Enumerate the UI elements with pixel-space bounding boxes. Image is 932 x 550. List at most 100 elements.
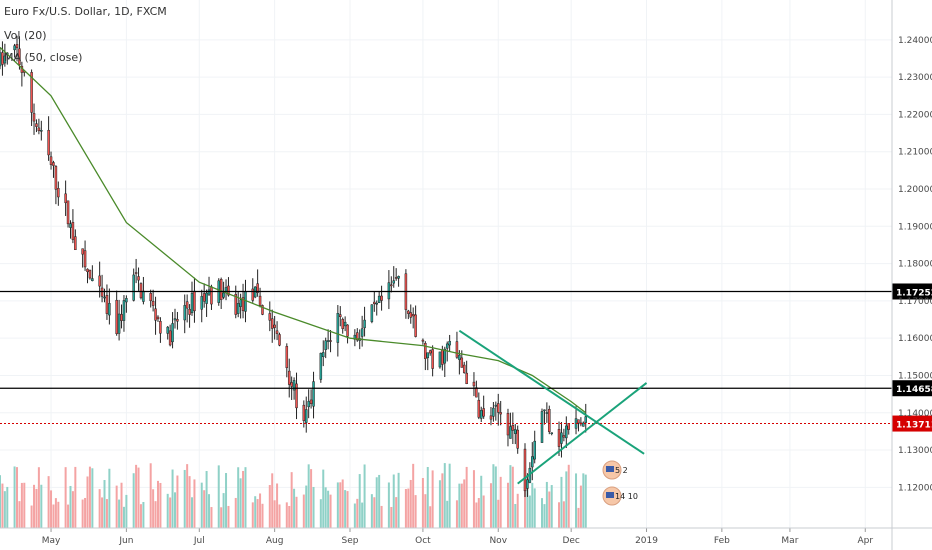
volume-bar (353, 503, 356, 528)
candle-body (329, 340, 332, 342)
volume-bar (183, 469, 186, 528)
candle-body (142, 290, 145, 302)
x-tick-label: Feb (714, 536, 730, 546)
volume-bar (193, 479, 196, 528)
volume-bar (429, 506, 432, 528)
volume-bar (154, 501, 157, 528)
candle-body (319, 352, 323, 380)
volume-bar (105, 499, 108, 528)
volume-bar (482, 495, 485, 528)
candle-body (533, 440, 536, 460)
volume-bar (526, 479, 529, 528)
candle-body (241, 297, 245, 312)
volume-bar (293, 488, 296, 528)
trend-lines[interactable] (458, 329, 648, 485)
candle-body (531, 456, 534, 468)
candle-body (506, 412, 510, 436)
volume-bar (13, 466, 16, 528)
volume-bar (327, 490, 330, 528)
volume-bar (579, 485, 582, 528)
candle-body (205, 292, 208, 304)
volume-bar (497, 499, 500, 528)
volume-bar (390, 506, 393, 528)
x-tick-label: Apr (857, 536, 873, 546)
candle-body (105, 295, 109, 314)
candle-body (35, 123, 38, 127)
volume-bar (344, 490, 347, 528)
x-tick-label: Aug (266, 536, 284, 546)
volume-bar (239, 478, 242, 528)
candle-body (346, 324, 349, 337)
candle-body (18, 48, 21, 65)
candle-body (132, 274, 135, 301)
candle-body (115, 299, 118, 334)
volume-bar (276, 483, 279, 528)
candle-body (151, 301, 155, 306)
horizontal-levels[interactable]: 1.17252 1.14658 1.13711 (0, 283, 932, 432)
candle-body (171, 323, 174, 343)
candle-body (455, 341, 459, 358)
candle-body (363, 319, 366, 329)
candle-body (397, 276, 400, 279)
volume-bar (169, 497, 172, 528)
candle-body (210, 286, 213, 305)
candle-body (37, 127, 41, 132)
volume-bar (404, 488, 407, 528)
candle-body (458, 354, 461, 360)
volume-bar (159, 482, 162, 528)
volume-bar (541, 498, 544, 528)
candle-body (472, 381, 476, 387)
candle-body (360, 328, 364, 337)
candle-body (392, 280, 395, 284)
volume-bar (582, 473, 585, 528)
y-tick-label: 1.17000 (898, 297, 932, 307)
price-tag (892, 415, 932, 432)
volume-bar (392, 474, 395, 528)
volume-bar (358, 474, 361, 528)
candle-body (287, 370, 291, 385)
candle-body (30, 72, 33, 113)
candle-body (188, 308, 191, 315)
candle-body (117, 313, 121, 334)
volume-bar (575, 473, 578, 528)
x-tick-label: Jun (118, 536, 133, 546)
volume-bar (443, 463, 446, 528)
candle-body (339, 314, 342, 318)
candle-body (426, 352, 430, 359)
volume-bar (412, 463, 415, 528)
volume-bar (395, 497, 398, 528)
volume-bar (560, 476, 563, 528)
y-tick-label: 1.15000 (898, 371, 932, 381)
volume-bar (33, 484, 36, 528)
candle-body (377, 295, 381, 303)
volume-bar (545, 481, 548, 528)
candle-body (173, 318, 177, 321)
volume-bar (156, 480, 159, 528)
volume-bar (421, 478, 424, 528)
volume-bar (20, 482, 23, 528)
volume-bar (567, 464, 570, 528)
volume-bar (329, 494, 332, 528)
volume-bar (397, 472, 400, 528)
candle-body (137, 276, 140, 281)
candle-body (394, 277, 398, 279)
candle-body (356, 332, 359, 341)
volume-bar (414, 495, 417, 528)
volume-bar (108, 468, 111, 528)
y-tick-label: 1.14000 (898, 409, 932, 419)
candle-body (261, 305, 264, 315)
candle-body (139, 283, 143, 299)
candle-body (13, 45, 16, 51)
event-markers[interactable]: 5 2 14 10 (602, 460, 638, 506)
volume-bar (356, 498, 359, 528)
volume-bar (278, 504, 281, 528)
candle-body (462, 364, 466, 373)
flag-canton (606, 466, 614, 472)
candle-body (1, 52, 4, 65)
volume-bar (203, 490, 206, 528)
volume-bar (50, 490, 53, 528)
candle-body (497, 403, 500, 413)
x-tick-label: 2019 (635, 536, 658, 546)
